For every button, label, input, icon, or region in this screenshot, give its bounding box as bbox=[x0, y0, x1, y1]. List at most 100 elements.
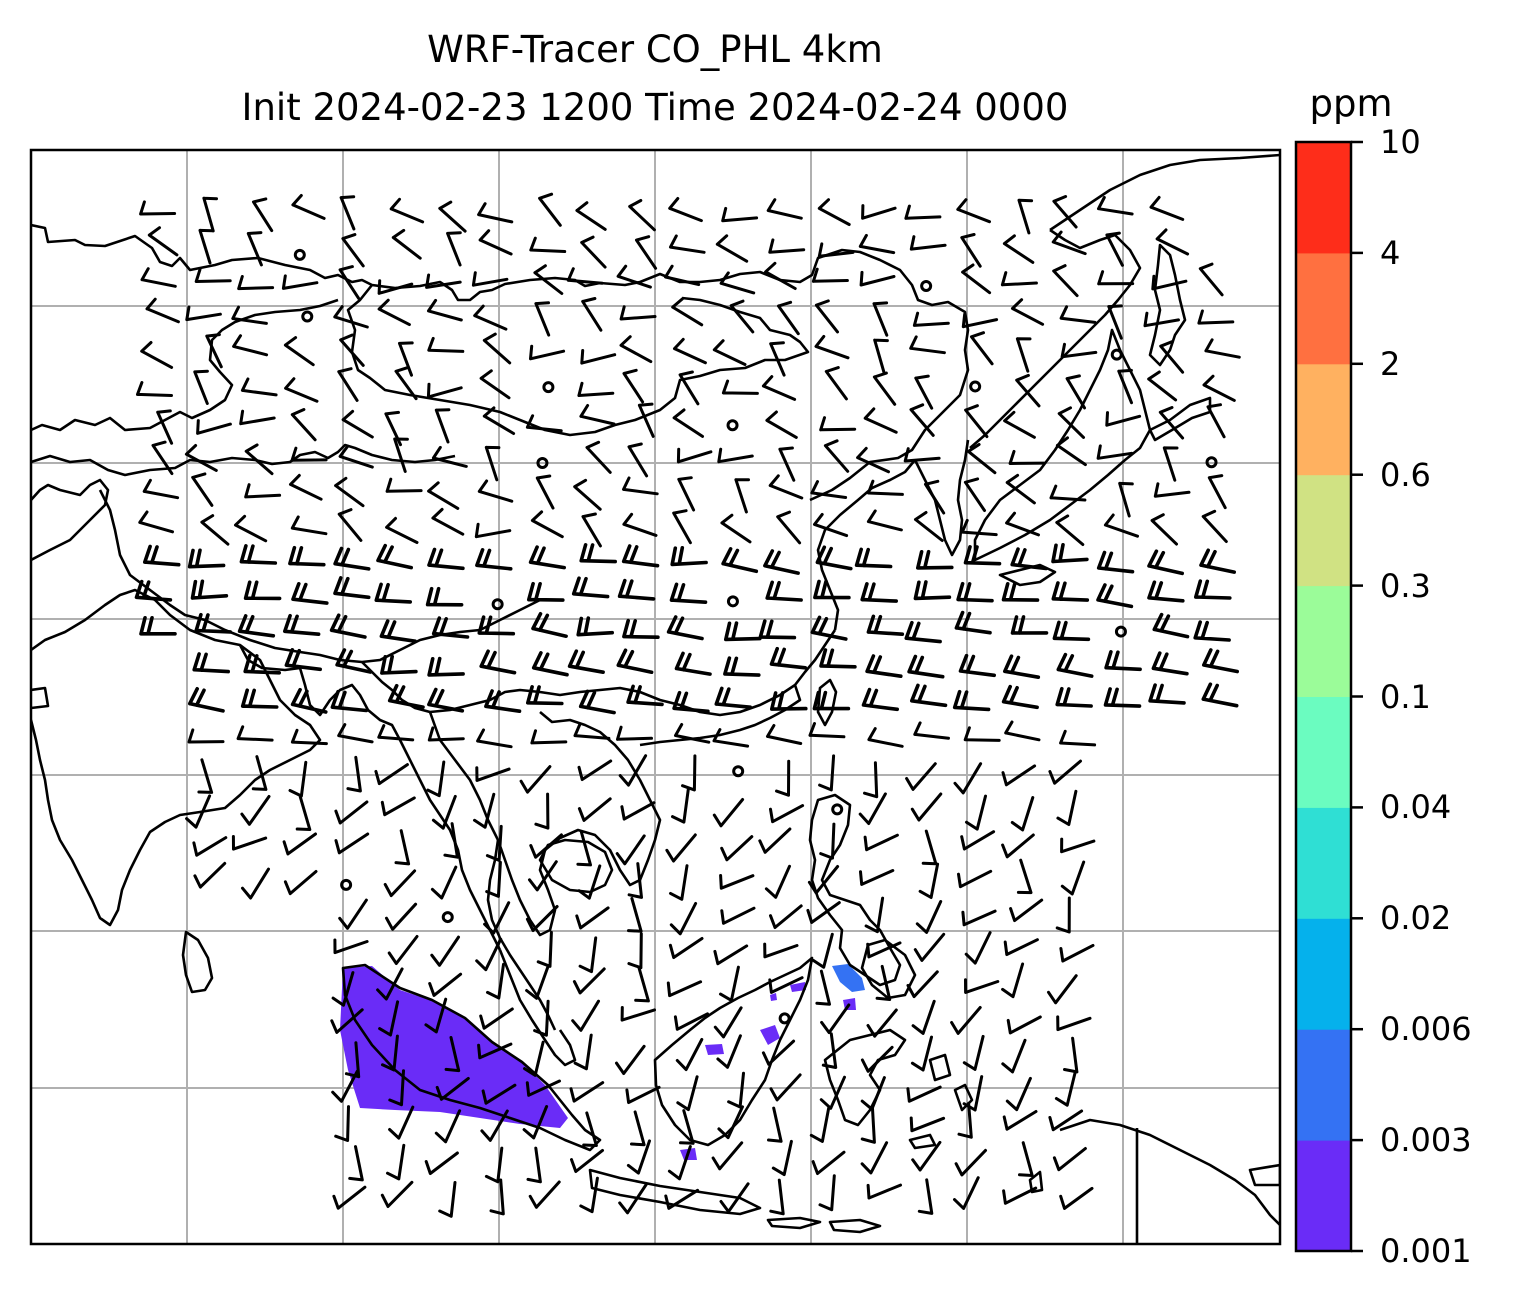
wind-barb bbox=[913, 580, 952, 601]
wind-barb bbox=[627, 897, 643, 933]
wind-barb bbox=[295, 795, 312, 831]
wind-barb bbox=[427, 336, 465, 353]
wind-barb bbox=[192, 836, 228, 857]
wind-barb bbox=[906, 1085, 942, 1103]
wind-barb bbox=[387, 935, 419, 965]
wind-barb bbox=[819, 648, 857, 669]
wind-barb bbox=[729, 299, 755, 334]
wind-barb bbox=[924, 479, 946, 515]
wind-barb bbox=[333, 546, 371, 571]
colorbar-bin bbox=[1296, 1140, 1351, 1252]
wind-barb bbox=[665, 833, 697, 863]
colorbar-tick-label: 0.1 bbox=[1380, 677, 1431, 716]
wind-barb bbox=[963, 726, 1001, 742]
wind-barb bbox=[485, 860, 502, 898]
wind-barb bbox=[378, 1000, 400, 1037]
wind-barb bbox=[671, 787, 690, 824]
wind-barb bbox=[147, 226, 179, 257]
wind-barb bbox=[386, 1143, 406, 1181]
wind-barb bbox=[1017, 198, 1034, 235]
wind-barb bbox=[1051, 543, 1089, 564]
wind-barb bbox=[1206, 403, 1226, 439]
wind-barb bbox=[244, 483, 282, 499]
wind-barb bbox=[525, 1079, 561, 1097]
calm-marker bbox=[726, 419, 739, 432]
wind-barb bbox=[479, 1007, 514, 1030]
wind-barb bbox=[379, 619, 417, 643]
wind-barb bbox=[911, 999, 936, 1035]
calm-marker bbox=[1205, 456, 1218, 469]
wind-barb bbox=[446, 231, 462, 267]
wind-barb bbox=[1197, 309, 1235, 325]
wind-barb bbox=[580, 349, 617, 365]
wind-barb bbox=[528, 545, 566, 570]
wind-barb bbox=[1201, 682, 1239, 708]
wind-barb bbox=[374, 763, 409, 786]
wind-barb bbox=[477, 202, 514, 224]
wind-barb bbox=[858, 233, 896, 255]
wind-barb bbox=[528, 860, 558, 892]
wind-barb bbox=[388, 1069, 405, 1107]
wind-barb bbox=[866, 1008, 898, 1038]
wind-barb bbox=[616, 648, 654, 674]
wind-barb bbox=[1104, 650, 1142, 672]
wind-barb bbox=[443, 822, 459, 859]
wind-barb bbox=[720, 906, 756, 925]
colorbar-bin bbox=[1296, 918, 1351, 1030]
wind-barb bbox=[530, 729, 568, 745]
wind-barb bbox=[244, 443, 274, 476]
wind-barb bbox=[960, 830, 996, 851]
wind-barb bbox=[1103, 687, 1142, 708]
wind-barb bbox=[1158, 406, 1185, 440]
wind-barb bbox=[766, 724, 803, 745]
wind-barb bbox=[817, 198, 851, 226]
wind-barb bbox=[769, 1178, 785, 1216]
wind-barb bbox=[872, 301, 889, 337]
wind-barb bbox=[859, 270, 896, 287]
wind-barb bbox=[717, 1105, 744, 1140]
wind-barb bbox=[1060, 837, 1096, 854]
wind-barb bbox=[425, 273, 462, 289]
wind-barb bbox=[953, 1176, 980, 1210]
colorbar-frame bbox=[1294, 140, 1353, 1253]
wind-barb bbox=[1001, 684, 1039, 710]
wind-barb bbox=[620, 1006, 656, 1022]
wind-barb bbox=[1193, 620, 1231, 642]
wind-barb bbox=[669, 902, 698, 936]
wind-barb bbox=[860, 1141, 889, 1175]
wind-barb bbox=[205, 333, 223, 369]
wind-barb bbox=[389, 197, 425, 224]
wind-barb bbox=[577, 797, 612, 822]
wind-barb bbox=[290, 687, 328, 714]
wind-barb bbox=[768, 976, 804, 994]
wind-barb bbox=[577, 381, 615, 397]
wind-barb bbox=[676, 447, 713, 464]
wind-barb bbox=[535, 474, 555, 510]
wind-barb bbox=[1000, 271, 1038, 287]
wind-barb bbox=[377, 298, 411, 327]
wind-barb bbox=[963, 545, 1002, 566]
wind-barb bbox=[1008, 449, 1046, 465]
wind-barb bbox=[337, 508, 363, 542]
wind-barb bbox=[1151, 274, 1188, 291]
wind-barb bbox=[715, 234, 749, 263]
wind-barb bbox=[283, 613, 321, 636]
wind-barb bbox=[480, 1109, 509, 1142]
wind-barb bbox=[531, 651, 569, 677]
wind-barb bbox=[910, 683, 948, 708]
wind-barb bbox=[627, 932, 643, 970]
wind-barb bbox=[711, 1141, 744, 1171]
wind-barb bbox=[1056, 789, 1078, 826]
wind-barb bbox=[775, 759, 791, 797]
wind-barb bbox=[529, 236, 567, 253]
colorbar-tick-label: 0.006 bbox=[1380, 1010, 1472, 1049]
wind-barb bbox=[671, 297, 704, 327]
wind-barb bbox=[1097, 270, 1135, 286]
wind-barb bbox=[231, 835, 268, 851]
wind-barb bbox=[917, 1178, 934, 1215]
wind-barb bbox=[721, 379, 759, 395]
wind-barb bbox=[860, 1106, 876, 1144]
wind-barb bbox=[202, 196, 218, 233]
wind-barb bbox=[1060, 342, 1098, 359]
wind-barb bbox=[385, 516, 419, 544]
